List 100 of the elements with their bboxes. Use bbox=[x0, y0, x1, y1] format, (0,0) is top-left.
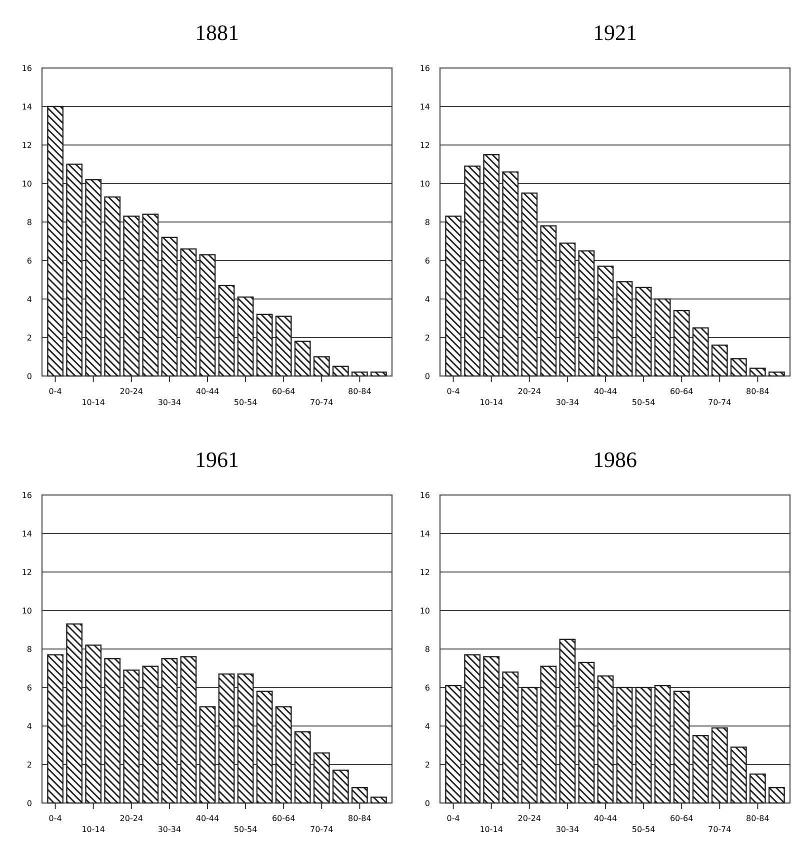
x-tick-label: 20-24 bbox=[518, 387, 542, 396]
bar bbox=[85, 179, 102, 377]
bar bbox=[237, 673, 254, 804]
bar bbox=[445, 216, 462, 377]
bar bbox=[578, 662, 595, 804]
bar bbox=[218, 673, 235, 804]
x-tick-label: 10-14 bbox=[82, 398, 105, 407]
x-tick-label: 0-4 bbox=[446, 814, 460, 823]
bar bbox=[275, 316, 292, 377]
y-tick-label: 16 bbox=[420, 490, 430, 500]
x-tick-label: 70-74 bbox=[708, 825, 732, 834]
bar bbox=[730, 746, 747, 804]
bar bbox=[749, 368, 766, 377]
y-tick-label: 12 bbox=[22, 140, 32, 150]
x-tick-label: 80-84 bbox=[348, 387, 372, 396]
y-tick-label: 8 bbox=[424, 218, 430, 227]
bar bbox=[692, 327, 709, 377]
bar bbox=[635, 686, 652, 804]
y-tick-label: 14 bbox=[22, 102, 32, 112]
y-tick-label: 0 bbox=[26, 372, 32, 381]
bar bbox=[768, 787, 785, 804]
x-tick-label: 30-34 bbox=[556, 398, 580, 407]
x-tick-label: 70-74 bbox=[310, 398, 334, 407]
x-tick-label: 40-44 bbox=[594, 814, 618, 823]
bar bbox=[635, 286, 652, 377]
chart-title: 1986 bbox=[593, 447, 637, 472]
bar bbox=[654, 298, 671, 377]
bar bbox=[66, 164, 83, 377]
x-tick-label: 20-24 bbox=[120, 387, 144, 396]
y-tick-label: 4 bbox=[26, 722, 32, 731]
bar bbox=[464, 166, 481, 377]
bar bbox=[445, 684, 462, 804]
x-tick-label: 0-4 bbox=[48, 387, 62, 396]
y-tick-label: 6 bbox=[424, 256, 430, 266]
x-tick-label: 20-24 bbox=[120, 814, 144, 823]
y-tick-label: 12 bbox=[420, 140, 430, 150]
bar bbox=[313, 356, 330, 377]
y-tick-label: 0 bbox=[26, 798, 32, 808]
bar bbox=[711, 344, 728, 377]
y-tick-label: 4 bbox=[424, 294, 430, 304]
bar bbox=[294, 731, 311, 804]
x-tick-label: 10-14 bbox=[480, 398, 503, 407]
y-tick-label: 10 bbox=[22, 179, 32, 188]
y-tick-label: 14 bbox=[420, 529, 430, 538]
x-tick-label: 50-54 bbox=[632, 825, 656, 834]
bar bbox=[256, 314, 273, 377]
y-tick-label: 16 bbox=[420, 64, 430, 73]
bar bbox=[692, 735, 709, 804]
bar bbox=[768, 372, 785, 377]
y-tick-label: 4 bbox=[26, 294, 32, 304]
bar bbox=[142, 214, 159, 377]
bar bbox=[597, 266, 614, 377]
x-tick-label: 80-84 bbox=[746, 814, 770, 823]
bar bbox=[85, 644, 102, 804]
bar bbox=[199, 706, 216, 804]
y-tick-label: 10 bbox=[420, 606, 430, 616]
y-tick-label: 10 bbox=[22, 606, 32, 616]
bar bbox=[123, 216, 140, 377]
bar bbox=[521, 686, 538, 804]
bar bbox=[502, 171, 519, 377]
bar bbox=[218, 284, 235, 377]
bar bbox=[294, 340, 311, 377]
bar bbox=[199, 254, 216, 377]
x-tick-label: 0-4 bbox=[48, 814, 62, 823]
bar bbox=[237, 296, 254, 377]
x-tick-label: 40-44 bbox=[196, 814, 220, 823]
bar bbox=[332, 770, 349, 804]
bar bbox=[180, 248, 197, 377]
x-tick-label: 60-64 bbox=[670, 814, 694, 823]
bar bbox=[123, 670, 140, 804]
y-tick-label: 2 bbox=[424, 333, 430, 342]
x-tick-label: 60-64 bbox=[272, 387, 296, 396]
y-tick-label: 12 bbox=[22, 568, 32, 577]
bar bbox=[749, 774, 766, 804]
x-tick-label: 40-44 bbox=[594, 387, 618, 396]
bar bbox=[616, 686, 633, 804]
x-tick-label: 40-44 bbox=[196, 387, 220, 396]
x-tick-label: 80-84 bbox=[348, 814, 372, 823]
y-tick-label: 8 bbox=[26, 644, 32, 654]
x-tick-label: 50-54 bbox=[632, 398, 656, 407]
bar bbox=[104, 658, 121, 804]
x-tick-label: 50-54 bbox=[234, 825, 258, 834]
bar bbox=[256, 690, 273, 804]
y-tick-label: 10 bbox=[420, 179, 430, 188]
chart-title: 1961 bbox=[195, 447, 239, 472]
y-tick-label: 14 bbox=[420, 102, 430, 112]
y-tick-label: 4 bbox=[424, 722, 430, 731]
x-tick-label: 70-74 bbox=[310, 825, 334, 834]
y-tick-label: 2 bbox=[26, 760, 32, 770]
bar bbox=[351, 372, 368, 377]
bar bbox=[161, 658, 178, 804]
chart-title: 1881 bbox=[195, 20, 239, 45]
y-tick-label: 8 bbox=[26, 218, 32, 227]
x-tick-label: 10-14 bbox=[82, 825, 105, 834]
bar bbox=[47, 106, 64, 377]
bar bbox=[730, 358, 747, 377]
x-tick-label: 80-84 bbox=[746, 387, 770, 396]
bar bbox=[502, 672, 519, 804]
bar bbox=[540, 225, 557, 377]
bar bbox=[313, 752, 330, 804]
